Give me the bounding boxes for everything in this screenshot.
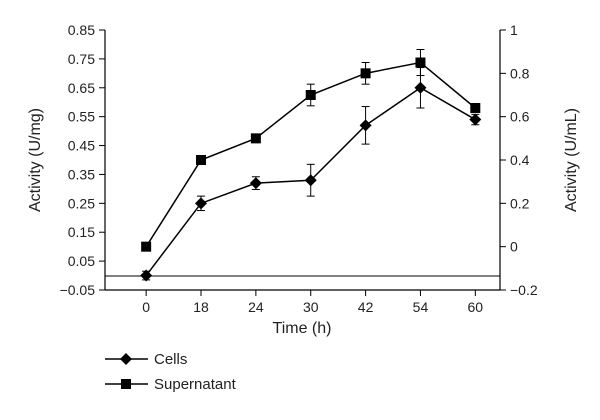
right-y-tick-label: 0.4 — [510, 152, 530, 168]
right-y-axis-label: Activity (U/mL) — [563, 108, 580, 212]
legend-diamond-marker — [120, 353, 132, 365]
ticks: −0.05 0.05 0.15 0.25 0.35 0.45 0.55 0.65 0.75 0.8… — [60, 22, 538, 315]
data-point-supernatant — [360, 68, 371, 79]
data-point-cells — [249, 177, 262, 190]
data-point-cells — [195, 197, 208, 210]
left-y-tick-label: 0.85 — [68, 22, 95, 38]
x-axis-label: Time (h) — [273, 320, 332, 337]
right-y-tick-label: 0.2 — [510, 195, 530, 211]
data-point-supernatant — [196, 155, 207, 165]
series-layer — [140, 49, 482, 282]
x-tick-label: 24 — [248, 299, 264, 315]
x-tick-label: 30 — [303, 299, 319, 315]
left-y-tick-label: −0.05 — [60, 282, 96, 298]
data-point-supernatant — [305, 90, 316, 100]
right-y-tick-label: 0.8 — [510, 65, 530, 81]
data-point-supernatant — [250, 133, 261, 144]
left-y-tick-label: 0.15 — [68, 224, 95, 240]
left-y-tick-label: 0.35 — [68, 166, 95, 182]
x-tick-label: 60 — [468, 299, 484, 315]
data-point-supernatant — [141, 241, 152, 252]
data-point-cells — [304, 174, 317, 187]
data-point-cells — [140, 269, 153, 282]
right-y-tick-label: 1 — [510, 22, 518, 38]
x-tick-label: 54 — [413, 299, 429, 315]
legend-entry-cells: Cells — [105, 351, 187, 368]
data-point-cells — [414, 81, 427, 94]
legend-square-marker — [121, 379, 131, 389]
x-tick-label: 0 — [142, 299, 150, 315]
right-y-tick-label: 0.6 — [510, 109, 530, 125]
left-y-tick-label: 0.55 — [68, 109, 95, 125]
left-y-tick-label: 0.75 — [68, 51, 95, 67]
x-tick-label: 18 — [193, 299, 209, 315]
data-point-cells — [359, 119, 372, 132]
data-point-supernatant — [470, 103, 481, 113]
left-y-axis-label: Activity (U/mg) — [27, 108, 44, 212]
x-tick-label: 42 — [358, 299, 374, 315]
data-point-cells — [469, 113, 482, 126]
legend-entry-supernatant: Supernatant — [105, 376, 237, 393]
left-y-tick-label: 0.25 — [68, 195, 95, 211]
left-y-tick-label: 0.05 — [68, 253, 95, 269]
legend-label-supernatant: Supernatant — [154, 376, 237, 393]
left-y-tick-label: 0.65 — [68, 80, 95, 96]
right-y-tick-label: 0 — [510, 239, 518, 255]
data-point-supernatant — [415, 57, 426, 68]
right-y-tick-label: −0.2 — [510, 282, 538, 298]
legend-label-cells: Cells — [154, 351, 187, 368]
legend: Cells Supernatant — [105, 351, 237, 393]
left-y-tick-label: 0.45 — [68, 138, 95, 154]
